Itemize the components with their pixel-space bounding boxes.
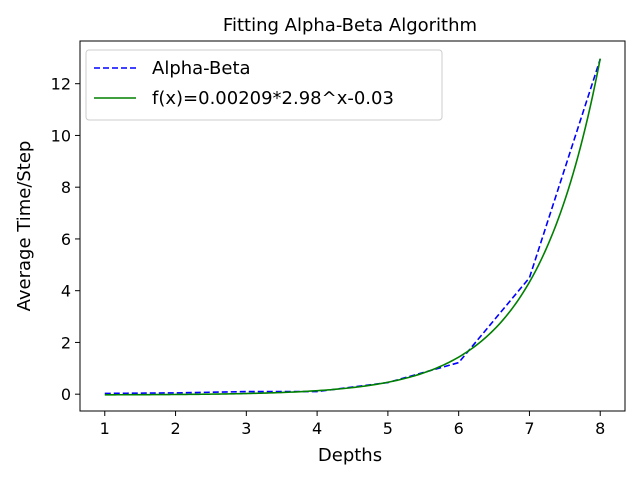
y-tick-label: 0 (61, 385, 71, 404)
y-tick-label: 8 (61, 178, 71, 197)
y-axis: 0 2 4 6 8 10 12 (51, 75, 80, 404)
legend-label-fit: f(x)=0.00209*2.98^x-0.03 (152, 88, 394, 109)
x-tick-label: 6 (454, 419, 464, 438)
x-axis: 1 2 3 4 5 6 7 8 (100, 411, 605, 438)
x-tick-label: 3 (241, 419, 251, 438)
y-tick-label: 10 (51, 126, 71, 145)
y-tick-label: 6 (61, 230, 71, 249)
x-tick-label: 5 (383, 419, 393, 438)
x-tick-label: 2 (170, 419, 180, 438)
x-tick-label: 8 (595, 419, 605, 438)
legend-label-alpha-beta: Alpha-Beta (152, 58, 251, 79)
legend: Alpha-Beta f(x)=0.00209*2.98^x-0.03 (85, 49, 443, 121)
x-axis-label: Depths (318, 445, 382, 466)
x-tick-label: 4 (312, 419, 322, 438)
y-tick-label: 12 (51, 75, 71, 94)
chart-title: Fitting Alpha-Beta Algorithm (223, 15, 477, 36)
y-tick-label: 4 (61, 282, 71, 301)
series-line-fit (104, 58, 602, 396)
plot-area (104, 58, 602, 396)
y-axis-label: Average Time/Step (14, 141, 35, 312)
x-tick-label: 1 (100, 419, 110, 438)
y-tick-label: 2 (61, 333, 71, 352)
legend-box (85, 49, 443, 121)
x-tick-label: 7 (524, 419, 534, 438)
plot-frame (79, 40, 626, 412)
